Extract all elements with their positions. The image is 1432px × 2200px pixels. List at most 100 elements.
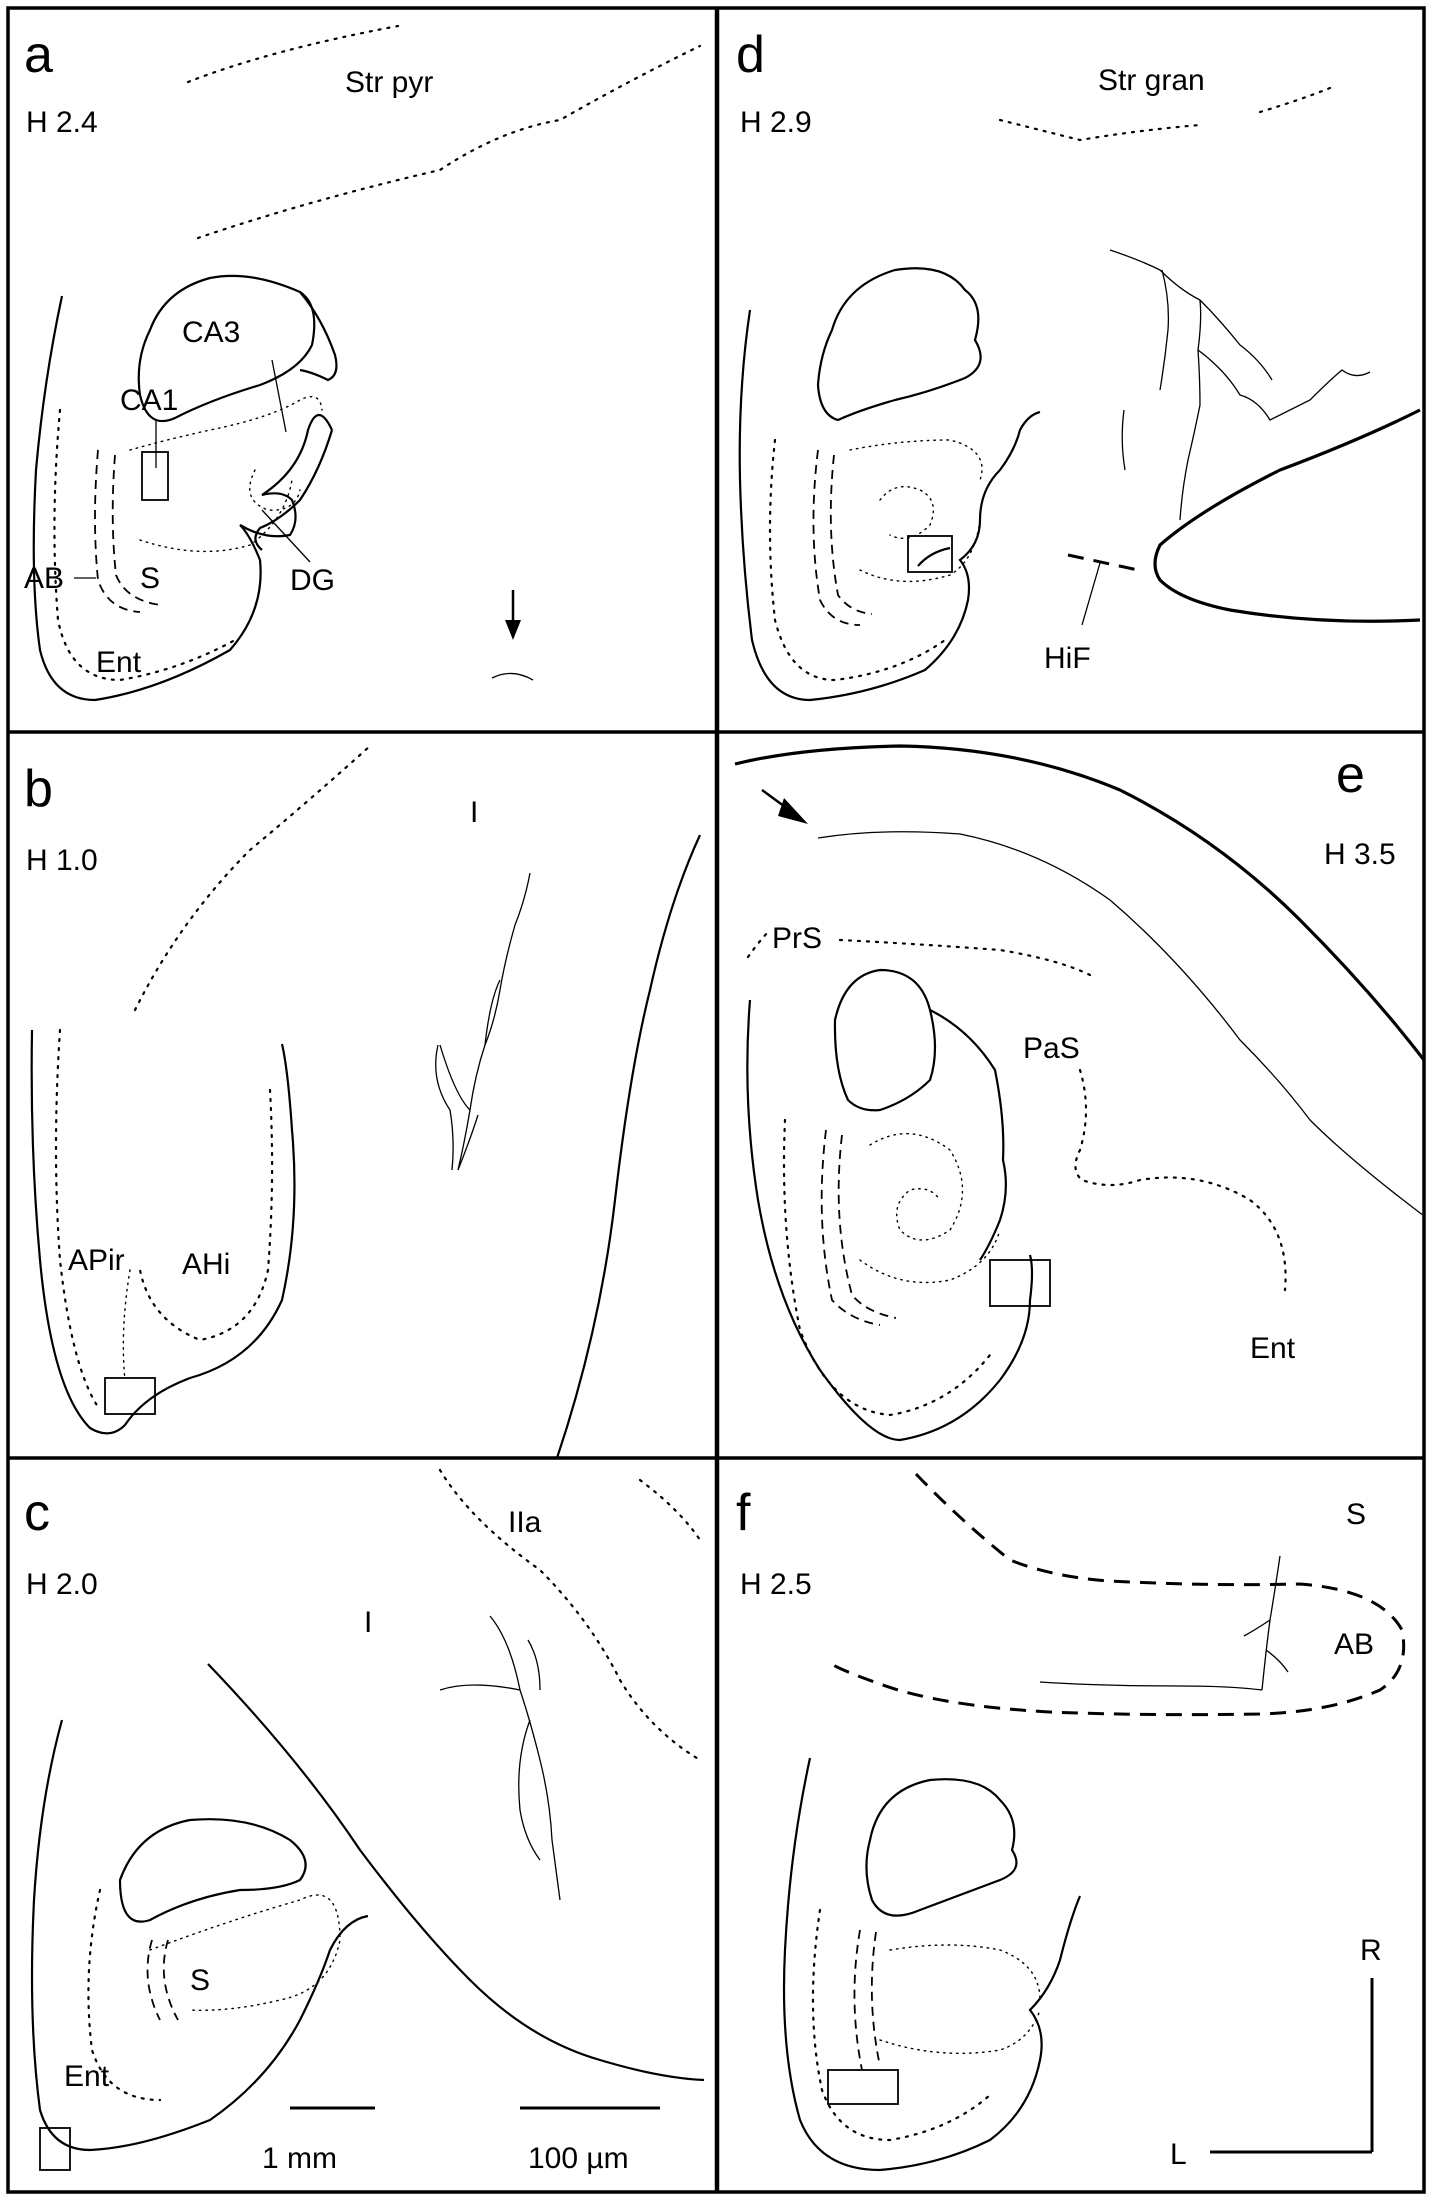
panel-a-ca3-label: CA3 — [182, 316, 240, 349]
panel-c-neuron-branch-3 — [527, 1639, 541, 1691]
panel-f-ent-inner — [811, 1908, 992, 2142]
panel-f-inner-dots-2 — [879, 2009, 1041, 2055]
panel-b-ahi-label: AHi — [182, 1248, 230, 1281]
panel-d-layer-boundary-2 — [1258, 86, 1332, 114]
panel-a-cortex-dash-2 — [111, 454, 161, 606]
panel-b-neuron-branch-4 — [435, 1044, 454, 1171]
panel-c-ent-label: Ent — [64, 2060, 110, 2093]
panel-c-letter: c — [24, 1484, 50, 1542]
panel-a-layer-boundary-lower — [196, 44, 702, 240]
orientation-rostral-label: R — [1360, 1934, 1382, 1967]
panel-f-s-label: S — [1346, 1498, 1366, 1531]
panel-c-cortex-edge — [207, 1663, 705, 2082]
panel-a-level: H 2.4 — [26, 106, 98, 139]
panel-b: b H 1.0 I APir AHi — [24, 744, 701, 1459]
panel-e-dg-spiral — [869, 1133, 964, 1241]
panel-c-hippocampus-outline — [118, 1818, 307, 1923]
panel-c: c H 2.0 IIa I S Ent 1 mm 100 µm — [24, 1468, 705, 2175]
panel-d-hif-label: HiF — [1044, 642, 1091, 675]
panel-d-inner-dots-2 — [879, 486, 934, 539]
panel-e-pas-boundary — [1074, 1068, 1287, 1292]
panel-c-layer-boundary-1 — [438, 1468, 702, 1762]
panel-d-hif-dash — [1067, 553, 1139, 572]
panel-f-recording-box — [827, 2069, 899, 2105]
panel-a-axon-fragment — [491, 672, 534, 681]
panel-c-inner-dots-2 — [149, 1894, 341, 2011]
panel-a-ab-label: AB — [24, 562, 64, 595]
panel-f-neuron-branch-2 — [1243, 1619, 1271, 1637]
panel-d-neuron-branch-5 — [1121, 409, 1126, 471]
panel-c-layer-iia-label: IIa — [508, 1506, 542, 1539]
panel-d-hippocampus-outline — [816, 267, 982, 422]
panel-e-hippocampus-lobe — [929, 1009, 1007, 1261]
panel-b-neuron-branch-1 — [439, 1044, 471, 1111]
panel-a-layer-label: Str pyr — [345, 66, 433, 99]
panel-e-ent-inner — [782, 1118, 992, 1417]
panel-c-cortex-dash-1 — [146, 1939, 161, 2021]
panel-a-cortex-dash-1 — [94, 449, 141, 613]
panel-a-inner-dots-2 — [139, 479, 293, 553]
panel-f-letter: f — [736, 1484, 751, 1542]
panel-b-recording-box — [104, 1377, 156, 1415]
panel-a-dg-label: DG — [290, 564, 335, 597]
panel-e-letter: e — [1336, 746, 1365, 804]
panel-e-cortex-surface — [734, 744, 1426, 1061]
panel-d-recording-box — [907, 535, 953, 573]
panel-e-pas-label: PaS — [1023, 1032, 1080, 1065]
panel-c-cortex-dash-2 — [162, 1939, 179, 2021]
panel-b-neuron-branch-2 — [484, 979, 501, 1046]
panel-a-ent-label: Ent — [96, 646, 142, 679]
panel-e-prs-boundary — [746, 928, 1092, 977]
panel-d-neuron-branch-4 — [1199, 299, 1273, 381]
orientation-lateral-label: L — [1170, 2138, 1187, 2171]
panel-a-layer-boundary-upper — [186, 24, 400, 84]
panel-b-inner-dots-3 — [122, 1269, 131, 1381]
panel-d-box-tip — [917, 546, 951, 567]
panel-e-ent-label: Ent — [1250, 1332, 1296, 1365]
panel-f-level: H 2.5 — [740, 1568, 812, 1601]
scale-bar-1mm-label: 1 mm — [262, 2142, 337, 2175]
panel-d-inner-dots-1 — [849, 439, 983, 481]
panel-e-inner-dots-2 — [859, 1229, 1001, 1284]
panel-e-prs-label: PrS — [772, 922, 822, 955]
panel-d-cortex-dash-1 — [812, 449, 861, 626]
panel-d-layer-label: Str gran — [1098, 64, 1205, 97]
panel-c-neuron-dendrite — [489, 1615, 561, 1901]
panel-a-dg-dots — [249, 469, 301, 511]
panel-a-dg-curve — [254, 429, 334, 551]
panel-e-recording-box — [989, 1259, 1051, 1307]
panel-e-section-edge — [746, 999, 1034, 1442]
panel-a-letter: a — [24, 26, 53, 84]
panel-f-hippocampus-outline — [865, 1778, 1018, 1917]
panel-b-layer-boundary — [133, 744, 372, 1012]
panel-e: e H 3.5 PrS PaS Ent — [734, 744, 1426, 1442]
panel-e-cortex-dash-2 — [837, 1134, 897, 1319]
panel-c-inner-dots-1 — [87, 1888, 162, 2102]
panel-b-inner-dots-1 — [54, 1028, 102, 1412]
panel-b-inner-dots-2 — [138, 1088, 274, 1342]
panel-d-ent-inner — [768, 438, 947, 682]
panel-f-ab-label: AB — [1334, 1628, 1374, 1661]
panel-a-ent-inner — [53, 408, 237, 682]
panel-c-s-label: S — [190, 1964, 210, 1997]
panel-d-neuron-branch-1 — [1197, 349, 1371, 421]
panel-c-layer-i-label: I — [364, 1606, 372, 1639]
panel-c-level: H 2.0 — [26, 1568, 98, 1601]
panel-a-hippocampus-outline — [137, 274, 316, 423]
panel-b-apir-label: APir — [68, 1244, 125, 1277]
panel-f-section-edge — [782, 1757, 1082, 2172]
panel-d-section-edge — [738, 309, 1041, 702]
panel-d-neuron-branch-2 — [1109, 249, 1201, 301]
panel-a-dg-pointer — [261, 509, 311, 563]
panel-e-cortex-dash-1 — [820, 1129, 881, 1326]
panel-d-level: H 2.9 — [740, 106, 812, 139]
panel-f-neuron-main — [1039, 1681, 1263, 1691]
scale-bar-100um-label: 100 µm — [528, 2142, 629, 2175]
panel-b-letter: b — [24, 760, 53, 818]
panel-d-letter: d — [736, 26, 765, 84]
panel-f: f H 2.5 S AB R L — [736, 1472, 1406, 2172]
panel-b-neuron-dendrite — [457, 872, 531, 1171]
panel-a-ca3-pointer — [271, 359, 287, 433]
panel-c-recording-box — [39, 2127, 71, 2171]
